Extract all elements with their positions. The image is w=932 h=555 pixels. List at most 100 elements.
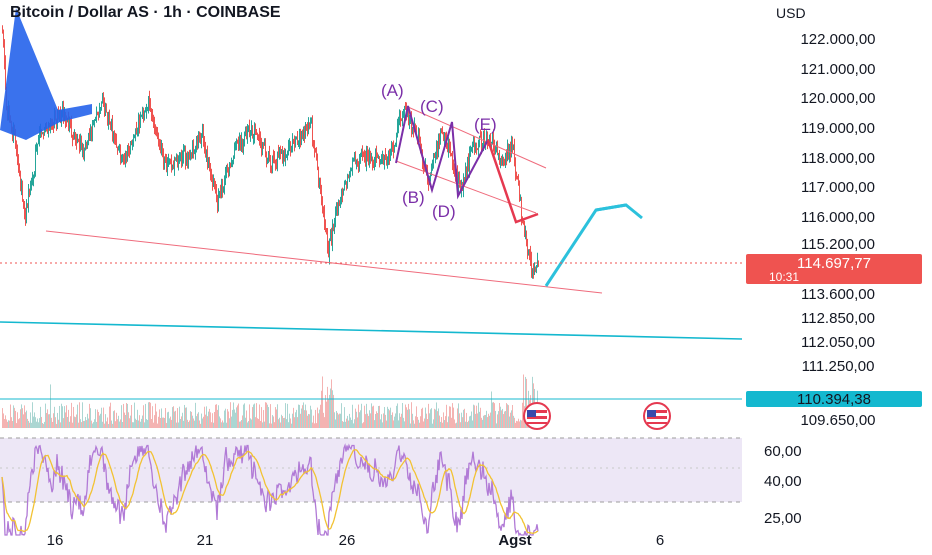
volume-bar <box>12 421 13 428</box>
volume-bar <box>484 415 485 428</box>
candle-body <box>101 102 102 108</box>
candle-body <box>363 153 364 157</box>
candle-body <box>295 138 296 144</box>
volume-bar <box>133 422 134 428</box>
candle-body <box>437 145 438 153</box>
volume-bar <box>464 408 465 428</box>
candle-body <box>159 141 160 144</box>
volume-bar <box>184 404 185 428</box>
volume-bar <box>40 406 41 428</box>
candle-body <box>283 153 284 160</box>
candle-body <box>502 158 503 164</box>
candle-body <box>288 145 289 152</box>
volume-bar <box>479 411 480 428</box>
candle-body <box>395 143 396 147</box>
candle-body <box>188 154 189 164</box>
volume-bar <box>75 417 76 428</box>
volume-bar <box>135 418 136 428</box>
volume-bar <box>457 408 458 428</box>
volume-bar <box>391 414 392 428</box>
volume-bar <box>415 416 416 428</box>
volume-bar <box>266 402 267 428</box>
volume-bar <box>221 422 222 428</box>
volume-bar <box>499 402 500 428</box>
support-trendline <box>45 230 603 294</box>
candle-body <box>513 146 514 148</box>
volume-bar <box>44 421 45 428</box>
candle-body <box>105 108 106 113</box>
volume-bar <box>450 406 451 428</box>
candle-body <box>37 143 38 148</box>
event-flag-marker[interactable] <box>643 402 671 430</box>
candle-body <box>137 129 138 134</box>
volume-bar <box>373 405 374 428</box>
volume-bar <box>312 422 313 428</box>
volume-bar <box>167 412 168 428</box>
volume-bar <box>340 413 341 428</box>
candle-body <box>527 239 528 256</box>
volume-bar <box>468 420 469 428</box>
candle-body <box>231 161 232 166</box>
candle-body <box>165 160 166 162</box>
volume-bar <box>101 407 102 428</box>
volume-bar <box>176 422 177 428</box>
volume-bar <box>229 418 230 428</box>
volume-bar <box>419 422 420 428</box>
candle-body <box>380 162 381 164</box>
price-axis[interactable]: 122.000,00 121.000,00 120.000,00 119.000,00… <box>800 31 875 429</box>
candle-body <box>48 125 49 134</box>
volume-bar <box>480 407 481 428</box>
volume-bar <box>474 405 475 428</box>
event-flag-marker[interactable] <box>523 402 551 430</box>
candle-body <box>195 148 196 153</box>
candle-body <box>474 140 475 148</box>
volume-bar <box>82 402 83 428</box>
volume-bar <box>136 419 137 428</box>
rsi-axis[interactable]: 60,00 40,00 25,00 <box>764 443 802 527</box>
volume-bar <box>116 412 117 428</box>
candle-body <box>285 154 286 160</box>
rsi-tick-label: 40,00 <box>764 473 802 490</box>
volume-bar <box>337 412 338 428</box>
volume-bar <box>33 416 34 428</box>
volume-bar <box>28 420 29 428</box>
volume-bar <box>224 410 225 428</box>
candle-body <box>103 97 104 100</box>
volume-bar <box>149 402 150 428</box>
candle-body <box>23 199 24 204</box>
candle-body <box>424 168 425 171</box>
volume-bar <box>265 402 266 428</box>
candle-body <box>435 153 436 158</box>
volume-bar <box>23 414 24 428</box>
candle-body <box>499 153 500 162</box>
candle-body <box>321 190 322 202</box>
candle-body <box>119 145 120 147</box>
candle-body <box>206 150 207 158</box>
candle-body <box>222 184 223 191</box>
volume-bar <box>342 421 343 428</box>
volume-bar <box>293 407 294 428</box>
candle-body <box>91 127 92 135</box>
candle-body <box>30 185 31 192</box>
volume-bar <box>406 407 407 428</box>
volume-bar <box>275 407 276 428</box>
volume-bar <box>74 416 75 428</box>
candle-body <box>365 157 366 165</box>
volume-bar <box>321 390 322 428</box>
volume-bar <box>477 413 478 428</box>
volume-bar <box>153 422 154 428</box>
candle-body <box>387 161 388 163</box>
volume-bar <box>234 409 235 428</box>
candle-body <box>200 140 201 142</box>
time-axis[interactable]: 16 21 26 Agst 6 <box>47 532 665 549</box>
candle-body <box>368 155 369 162</box>
candle-body <box>452 155 453 164</box>
volume-bar <box>510 412 511 428</box>
candle-body <box>504 161 505 163</box>
currency-label[interactable]: USD <box>776 5 806 21</box>
volume-bar <box>211 422 212 428</box>
candle-body <box>390 149 391 158</box>
volume-bar <box>280 422 281 428</box>
candle-body <box>375 153 376 162</box>
volume-bar <box>334 412 335 428</box>
